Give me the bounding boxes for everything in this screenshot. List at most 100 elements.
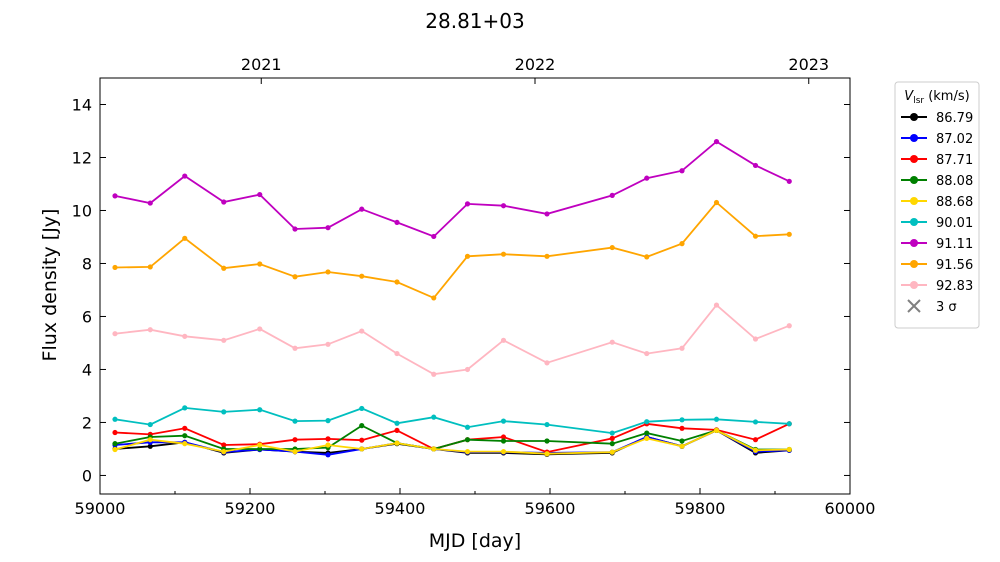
y-tick-label: 4 [82, 360, 92, 379]
data-point-91.56 [394, 279, 400, 285]
data-point-91.11 [182, 173, 188, 179]
y-tick-label: 10 [72, 201, 92, 220]
data-point-88.68 [500, 449, 507, 455]
y-tick-label: 12 [72, 148, 92, 167]
data-point-88.68 [182, 441, 188, 447]
data-point-90.01 [500, 418, 507, 424]
legend-title: Vlsr (km/s) [904, 89, 969, 106]
data-point-88.68 [292, 449, 298, 455]
data-point-91.56 [644, 254, 650, 260]
legend: Vlsr (km/s) 86.79 87.02 87.71 88.08 88.68 90.0… [894, 81, 980, 329]
y-tick-label: 14 [72, 95, 92, 114]
data-point-91.11 [257, 191, 263, 198]
data-point-88.08 [464, 437, 471, 443]
data-point-92.83 [609, 339, 615, 345]
data-point-91.11 [359, 206, 365, 212]
data-point-91.56 [292, 274, 298, 280]
data-point-88.08 [182, 433, 188, 439]
data-point-91.56 [359, 273, 365, 279]
data-point-90.01 [544, 421, 550, 428]
legend-marker-88.68 [910, 197, 918, 205]
y-tick-label: 6 [82, 307, 92, 326]
data-point-91.56 [147, 264, 153, 270]
data-point-92.83 [359, 328, 365, 334]
data-point-88.68 [394, 440, 400, 446]
data-point-92.83 [713, 302, 720, 308]
top-tick-label: 2021 [241, 55, 282, 74]
data-point-92.83 [394, 350, 400, 357]
data-point-91.11 [609, 192, 615, 198]
data-point-90.01 [786, 421, 792, 427]
data-point-91.11 [713, 138, 720, 145]
data-point-92.83 [644, 350, 650, 357]
data-point-90.01 [464, 424, 471, 430]
data-point-91.56 [544, 253, 550, 259]
data-point-92.83 [182, 333, 188, 339]
data-point-91.56 [182, 235, 188, 241]
data-point-91.11 [464, 201, 471, 207]
data-point-87.71 [292, 437, 298, 443]
y-tick-label: 2 [82, 413, 92, 432]
legend-marker-91.56 [910, 260, 918, 268]
data-point-92.83 [464, 366, 471, 373]
data-point-90.01 [713, 416, 720, 422]
data-point-90.01 [644, 419, 650, 425]
series-line-92.83 [114, 303, 790, 376]
data-point-91.56 [431, 295, 437, 301]
legend-label-91.11: 91.11 [936, 237, 973, 252]
data-point-91.56 [500, 251, 507, 257]
data-point-88.68 [147, 437, 153, 443]
data-point-92.83 [147, 327, 153, 333]
data-point-91.56 [679, 241, 685, 247]
data-point-92.83 [431, 371, 437, 377]
top-tick-label: 2022 [515, 55, 556, 74]
legend-label-87.71: 87.71 [936, 153, 973, 168]
data-point-91.11 [394, 219, 400, 226]
data-point-92.83 [112, 331, 118, 337]
data-point-90.01 [182, 405, 188, 411]
x-tick-label: 59600 [525, 499, 576, 518]
data-point-91.11 [786, 178, 792, 184]
data-point-90.01 [221, 409, 227, 415]
data-point-90.01 [147, 421, 153, 428]
data-point-88.08 [544, 438, 550, 444]
data-point-90.01 [431, 414, 437, 420]
data-point-88.08 [679, 438, 685, 444]
data-point-87.71 [679, 425, 685, 431]
series-line-87.71 [114, 422, 790, 454]
data-point-88.68 [544, 451, 550, 457]
data-point-91.11 [147, 200, 153, 206]
legend-marker-86.79 [910, 113, 918, 121]
legend-label-90.01: 90.01 [936, 216, 973, 231]
data-point-91.56 [221, 265, 227, 271]
data-point-91.11 [431, 233, 437, 240]
data-point-88.68 [257, 442, 263, 448]
x-axis-label: MJD [day] [429, 530, 521, 552]
legend-label-86.79: 86.79 [936, 111, 973, 126]
data-point-88.08 [359, 423, 365, 429]
data-point-91.11 [500, 203, 507, 209]
data-point-92.83 [679, 345, 685, 351]
top-tick-label: 2023 [788, 55, 829, 74]
y-tick-label: 8 [82, 254, 92, 273]
legend-marker-92.83 [910, 281, 918, 289]
data-point-90.01 [292, 418, 298, 424]
plot-frame [99, 77, 851, 495]
data-point-88.68 [431, 446, 437, 452]
data-point-90.01 [752, 419, 759, 425]
data-point-91.56 [257, 261, 263, 267]
data-point-91.56 [112, 264, 118, 271]
data-point-90.01 [679, 417, 685, 423]
data-point-91.11 [644, 175, 650, 181]
data-point-87.71 [609, 435, 615, 441]
data-point-92.83 [500, 337, 507, 343]
data-point-91.11 [679, 168, 685, 174]
data-point-88.08 [112, 441, 118, 447]
y-axis-label: Flux density [Jy] [39, 209, 61, 362]
data-point-87.71 [112, 429, 118, 436]
x-tick-label: 59000 [75, 499, 126, 518]
data-point-87.71 [752, 437, 759, 443]
legend-marker-90.01 [910, 218, 918, 226]
series-line-91.11 [114, 140, 790, 238]
